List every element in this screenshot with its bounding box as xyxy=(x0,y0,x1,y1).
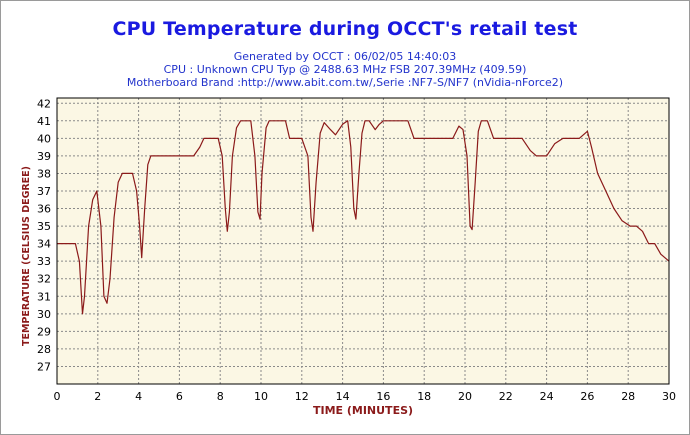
x-axis-label: TIME (MINUTES) xyxy=(313,404,413,417)
chart-subtitle-motherboard: Motherboard Brand :http://www.abit.com.t… xyxy=(126,76,564,89)
y-tick-label: 34 xyxy=(37,238,51,251)
x-tick-label: 2 xyxy=(94,390,101,403)
x-tick-label: 28 xyxy=(621,390,635,403)
y-tick-label: 30 xyxy=(37,308,51,321)
y-axis-ticks: 27 28 29 30 31 32 33 34 35 36 37 38 39 40 41 42 xyxy=(37,97,51,373)
temperature-series-line xyxy=(57,120,670,315)
y-tick-label: 27 xyxy=(37,360,51,373)
x-axis-ticks: 0 2 4 6 8 10 12 14 16 18 20 22 24 26 28 30 xyxy=(54,390,677,403)
y-tick-label: 28 xyxy=(37,343,51,356)
y-tick-label: 39 xyxy=(37,150,51,163)
y-tick-label: 38 xyxy=(37,167,51,180)
y-tick-label: 31 xyxy=(37,290,51,303)
x-tick-label: 24 xyxy=(540,390,554,403)
x-tick-label: 10 xyxy=(254,390,268,403)
x-tick-label: 0 xyxy=(54,390,61,403)
y-tick-label: 32 xyxy=(37,273,51,286)
y-tick-label: 33 xyxy=(37,255,51,268)
y-tick-label: 37 xyxy=(37,185,51,198)
x-tick-label: 20 xyxy=(458,390,472,403)
y-tick-label: 41 xyxy=(37,115,51,128)
x-tick-label: 6 xyxy=(176,390,183,403)
chart-subtitle-cpu: CPU : Unknown CPU Typ @ 2488.63 MHz FSB … xyxy=(163,63,527,76)
x-tick-label: 22 xyxy=(499,390,513,403)
x-tick-label: 14 xyxy=(336,390,350,403)
y-tick-label: 35 xyxy=(37,220,51,233)
y-tick-label: 36 xyxy=(37,203,51,216)
y-tick-label: 29 xyxy=(37,325,51,338)
x-tick-label: 8 xyxy=(217,390,224,403)
x-tick-label: 18 xyxy=(417,390,431,403)
grid-lines xyxy=(57,98,669,384)
plot-area xyxy=(57,98,669,384)
plot-border xyxy=(56,97,670,385)
x-tick-label: 26 xyxy=(580,390,594,403)
y-tick-label: 42 xyxy=(37,97,51,110)
x-tick-label: 16 xyxy=(376,390,390,403)
x-tick-label: 4 xyxy=(135,390,142,403)
x-tick-label: 30 xyxy=(662,390,676,403)
y-axis-label: TEMPERATURE (CELSIUS DEGREE) xyxy=(21,166,32,346)
x-tick-label: 12 xyxy=(295,390,309,403)
chart-title: CPU Temperature during OCCT's retail tes… xyxy=(112,18,578,40)
y-tick-label: 40 xyxy=(37,132,51,145)
chart-subtitle-date: Generated by OCCT : 06/02/05 14:40:03 xyxy=(233,50,457,63)
